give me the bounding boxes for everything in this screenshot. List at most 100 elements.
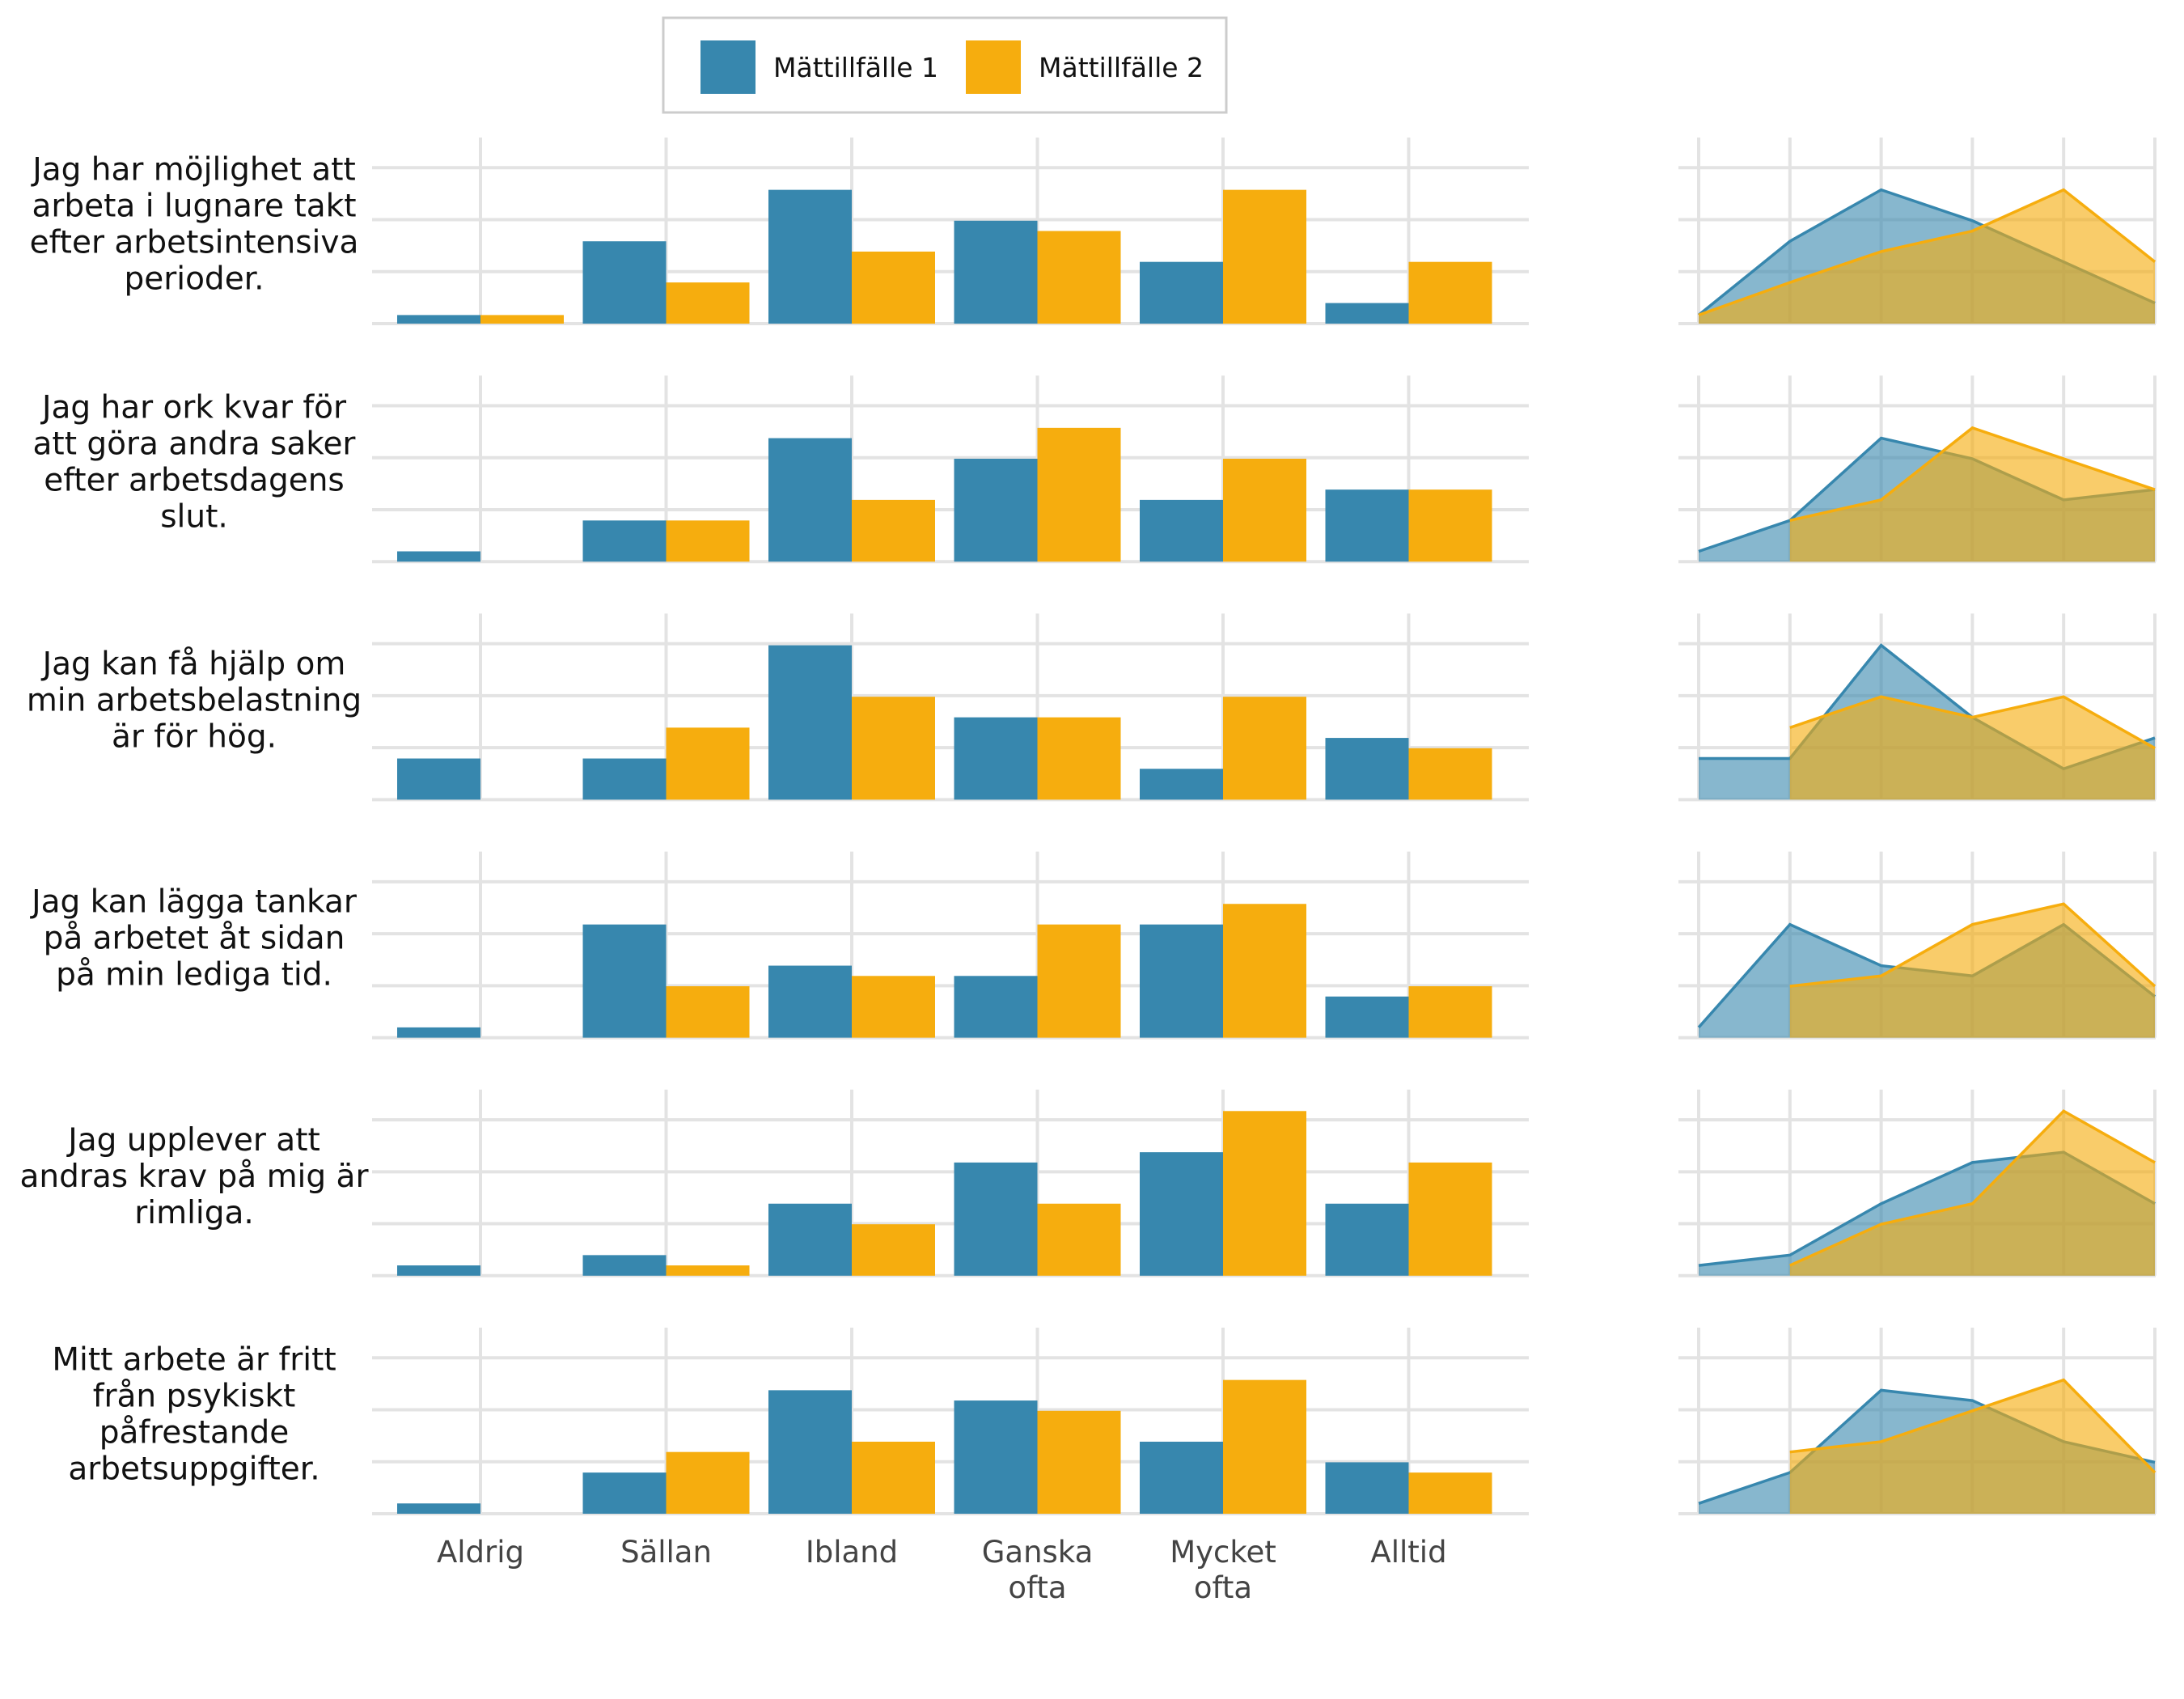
bar-series-1 <box>1140 924 1223 1038</box>
bar-series-1 <box>582 1472 667 1514</box>
bar-series-2 <box>852 976 935 1038</box>
bar-series-1 <box>954 1162 1038 1276</box>
bar-series-1 <box>954 220 1038 324</box>
area-series-2 <box>1789 1379 2155 1514</box>
bar-series-1 <box>1325 489 1409 562</box>
legend-box <box>662 16 1228 114</box>
area-line-series-2 <box>1789 1109 2156 1267</box>
bar-series-1 <box>768 438 852 562</box>
question-label: Jag kan lägga tankar på arbetet åt sidan p… <box>29 884 358 994</box>
bar-series-2 <box>1037 1203 1121 1276</box>
bar-series-2 <box>852 1224 935 1276</box>
question-label: Jag har möjlighet att arbeta i lugnare ta… <box>30 152 359 298</box>
area-line-series-2 <box>1698 188 2156 317</box>
bar-series-1 <box>582 520 667 562</box>
bar-series-2 <box>666 520 750 562</box>
chart-row: Jag har ork kvar för att göra andra saker… <box>33 375 2156 564</box>
area-line-series-2 <box>1789 426 2156 523</box>
area-series-2 <box>1789 427 2155 562</box>
bar-series-1 <box>1325 303 1409 324</box>
bar-series-2 <box>1037 1410 1121 1514</box>
bar-series-2 <box>666 986 750 1038</box>
bar-series-1 <box>1140 1441 1223 1514</box>
bar-series-2 <box>852 499 935 562</box>
bar-series-2 <box>1408 986 1492 1038</box>
bar-series-1 <box>768 645 852 800</box>
bar-series-2 <box>1223 697 1306 800</box>
bar-series-1 <box>582 1255 667 1276</box>
area-series-2 <box>1789 697 2155 800</box>
bar-series-1 <box>397 315 480 324</box>
x-tick-label: Alltid <box>1370 1535 1446 1570</box>
bar-series-1 <box>1140 499 1223 562</box>
bar-series-2 <box>852 251 935 324</box>
chart-rows: Jag har möjlighet att arbeta i lugnare ta… <box>20 138 2156 1515</box>
bar-series-1 <box>397 1027 480 1038</box>
bar-series-2 <box>1408 261 1492 324</box>
bar-series-2 <box>1223 904 1306 1038</box>
bar-series-1 <box>1325 1203 1409 1276</box>
bar-series-2 <box>480 315 564 324</box>
bar-series-1 <box>397 1503 480 1514</box>
question-label: Jag kan få hjälp om min arbetsbelastning ä… <box>27 646 362 755</box>
bar-series-2 <box>1037 717 1121 800</box>
question-label: Jag har ork kvar för att göra andra saker… <box>33 390 357 536</box>
area-series-2 <box>1699 189 2155 324</box>
bar-series-1 <box>768 965 852 1038</box>
area-line-series-2 <box>1789 695 2156 750</box>
bar-series-2 <box>1037 427 1121 562</box>
bar-series-2 <box>1037 924 1121 1038</box>
chart-row: Jag kan lägga tankar på arbetet åt sidan p… <box>29 851 2156 1040</box>
bar-series-2 <box>1408 748 1492 800</box>
chart-row: Jag har möjlighet att arbeta i lugnare ta… <box>30 138 2156 325</box>
x-tick-label: Ibland <box>806 1535 898 1570</box>
bar-series-2 <box>1223 459 1306 562</box>
legend-swatch-series-2 <box>966 40 1021 94</box>
bar-series-1 <box>1325 1462 1409 1514</box>
bar-series-2 <box>666 1265 750 1276</box>
bar-series-2 <box>1223 1379 1306 1514</box>
x-tick-label: Sällan <box>620 1535 712 1570</box>
bar-series-1 <box>397 1265 480 1276</box>
bar-series-1 <box>582 758 667 800</box>
bar-series-1 <box>1325 996 1409 1038</box>
bar-series-2 <box>852 697 935 800</box>
bar-series-2 <box>852 1441 935 1514</box>
bar-series-1 <box>1325 738 1409 800</box>
question-label: Mitt arbete är fritt från psykiskt påfrest… <box>52 1342 336 1488</box>
bar-series-1 <box>397 758 480 800</box>
bar-series-1 <box>582 241 667 324</box>
bar-series-2 <box>1223 1111 1306 1276</box>
legend-label-series-1: Mättillfälle 1 <box>773 52 938 83</box>
x-tick-label: Ganska ofta <box>982 1535 1094 1605</box>
bar-series-1 <box>768 1203 852 1276</box>
bar-series-1 <box>1140 1152 1223 1276</box>
bar-series-1 <box>397 551 480 562</box>
area-line-series-2 <box>1789 1378 2156 1474</box>
bar-series-2 <box>1408 489 1492 562</box>
question-label: Jag upplever att andras krav på mig är rim… <box>20 1122 370 1231</box>
chart-row: Jag upplever att andras krav på mig är rim… <box>20 1089 2156 1277</box>
bar-series-1 <box>954 976 1038 1038</box>
area-series-2 <box>1789 1111 2155 1276</box>
bar-series-1 <box>1140 769 1223 800</box>
chart-row: Mitt arbete är fritt från psykiskt påfrest… <box>52 1328 2156 1515</box>
bar-series-2 <box>666 727 750 800</box>
bar-series-2 <box>1223 189 1306 324</box>
bar-series-1 <box>768 189 852 324</box>
bar-series-2 <box>666 1451 750 1514</box>
chart-row: Jag kan få hjälp om min arbetsbelastning ä… <box>27 613 2156 802</box>
bar-series-1 <box>582 924 667 1038</box>
x-axis: Aldrig Sällan Ibland Ganska ofta Mycket ofta Al… <box>437 1535 1447 1605</box>
bar-series-2 <box>1408 1162 1492 1276</box>
bar-series-1 <box>954 717 1038 800</box>
legend-swatch-series-1 <box>700 40 756 94</box>
bar-series-2 <box>1408 1472 1492 1514</box>
legend: Mättillfälle 1 Mättillfälle 2 <box>662 16 1228 114</box>
x-tick-label: Mycket ofta <box>1170 1535 1276 1605</box>
bar-series-2 <box>1037 231 1121 324</box>
area-series-2 <box>1789 904 2155 1038</box>
bar-series-1 <box>1140 261 1223 324</box>
area-line-series-2 <box>1789 902 2156 988</box>
